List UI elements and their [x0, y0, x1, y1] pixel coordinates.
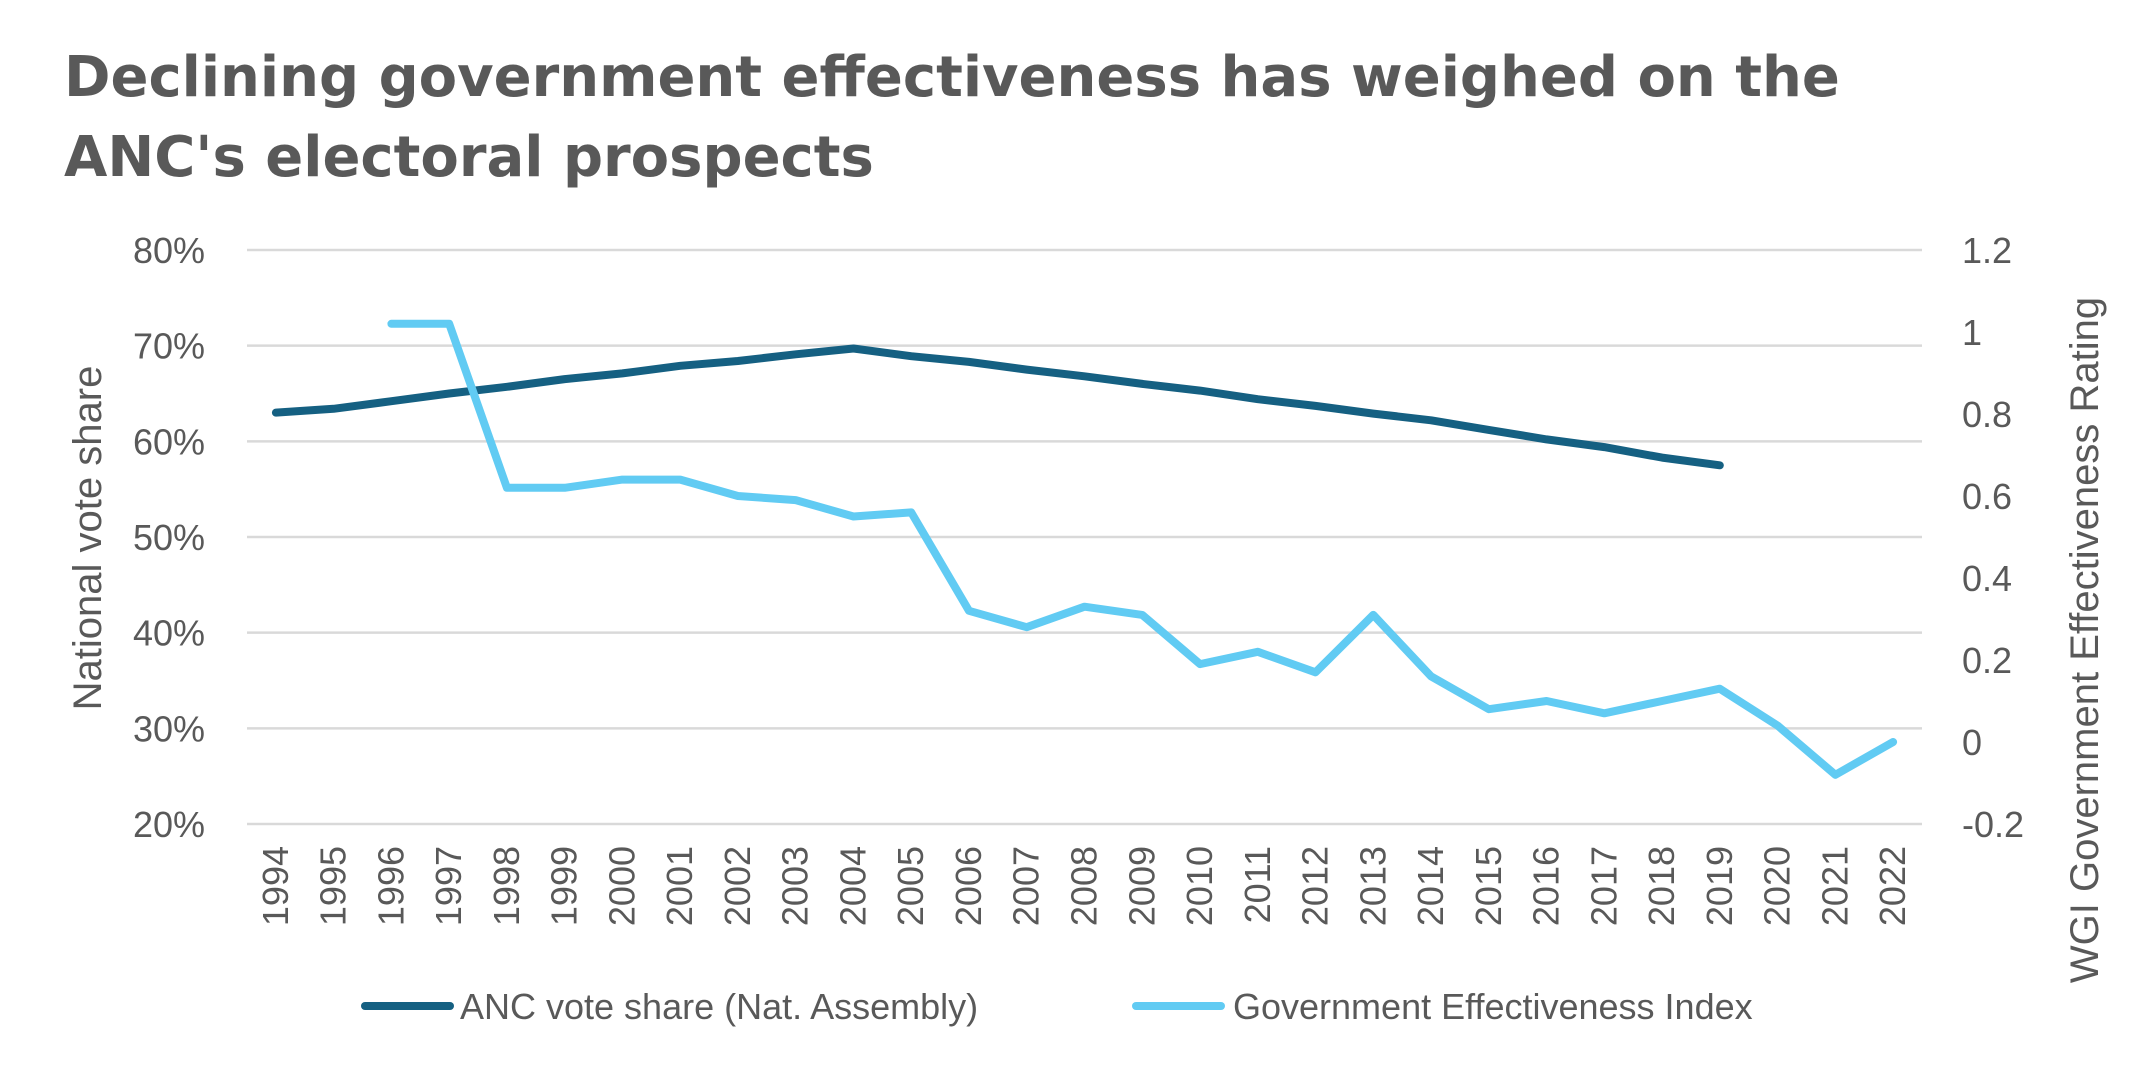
- right-axis-title: WGI Government Effectiveness Rating: [2063, 297, 2107, 983]
- x-tick-label: 2018: [1641, 846, 1682, 926]
- x-tick-label: 2017: [1583, 846, 1624, 926]
- x-tick-label: 1994: [255, 846, 296, 926]
- right-tick-label: 0.4: [1962, 558, 2012, 599]
- x-tick-label: 2020: [1757, 846, 1798, 926]
- x-tick-label: 2012: [1295, 846, 1336, 926]
- x-tick-label: 2015: [1468, 846, 1509, 926]
- left-tick-label: 50%: [133, 517, 205, 558]
- right-tick-label: -0.2: [1962, 804, 2024, 845]
- right-axis-ticks: 1.2 1 0.8 0.6 0.4 0.2 0 -0.2: [1962, 230, 2024, 845]
- left-tick-label: 40%: [133, 613, 205, 654]
- left-tick-label: 70%: [133, 326, 205, 367]
- left-tick-label: 80%: [133, 230, 205, 271]
- x-tick-label: 2011: [1237, 846, 1278, 923]
- right-tick-label: 0.6: [1962, 476, 2012, 517]
- x-tick-label: 2000: [601, 846, 642, 926]
- x-axis-ticks: 1994 1995 1996 1997 1998 1999 2000 2001 2002 2003…: [255, 846, 1913, 926]
- x-tick-label: 2006: [948, 846, 989, 926]
- left-tick-label: 60%: [133, 421, 205, 462]
- series-line-government-effectiveness-index: [387, 319, 1898, 779]
- x-tick-label: 2001: [659, 846, 700, 926]
- chart-title: Declining government effectiveness has w…: [64, 45, 1840, 190]
- x-tick-label: 1998: [486, 846, 527, 926]
- x-tick-label: 2003: [775, 846, 816, 926]
- left-axis-ticks: 80% 70% 60% 50% 40% 30% 20%: [133, 230, 205, 845]
- right-tick-label: 0.2: [1962, 640, 2012, 681]
- x-tick-label: 1995: [313, 846, 354, 926]
- right-tick-label: 0: [1962, 722, 1982, 763]
- x-tick-label: 2016: [1526, 846, 1567, 926]
- x-tick-label: 2004: [832, 846, 873, 926]
- x-tick-label: 1996: [370, 846, 411, 926]
- left-axis-title: National vote share: [66, 366, 110, 711]
- right-tick-label: 1: [1962, 312, 1982, 353]
- left-tick-label: 20%: [133, 804, 205, 845]
- x-tick-label: 2021: [1814, 846, 1855, 926]
- x-tick-label: 2019: [1699, 846, 1740, 926]
- x-tick-label: 2014: [1410, 846, 1451, 926]
- x-tick-label: 2009: [1121, 846, 1162, 926]
- series-lines: [271, 319, 1898, 779]
- x-tick-label: 1997: [428, 846, 469, 926]
- x-tick-label: 2008: [1064, 846, 1105, 926]
- x-tick-label: 2022: [1872, 846, 1913, 926]
- right-tick-label: 0.8: [1962, 394, 2012, 435]
- x-tick-label: 2013: [1352, 846, 1393, 926]
- legend: ANC vote share (Nat. Assembly) Government…: [361, 986, 1753, 1027]
- x-tick-label: 2002: [717, 846, 758, 926]
- legend-label: ANC vote share (Nat. Assembly): [460, 986, 978, 1027]
- x-tick-label: 1999: [544, 846, 585, 926]
- gridlines: [247, 248, 1922, 826]
- left-tick-label: 30%: [133, 708, 205, 749]
- legend-label: Government Effectiveness Index: [1233, 986, 1753, 1027]
- x-tick-label: 2010: [1179, 846, 1220, 926]
- x-tick-label: 2005: [890, 846, 931, 926]
- series-line-anc-vote-share-nat-assembly: [271, 344, 1724, 470]
- x-tick-label: 2007: [1006, 846, 1047, 926]
- right-tick-label: 1.2: [1962, 230, 2012, 271]
